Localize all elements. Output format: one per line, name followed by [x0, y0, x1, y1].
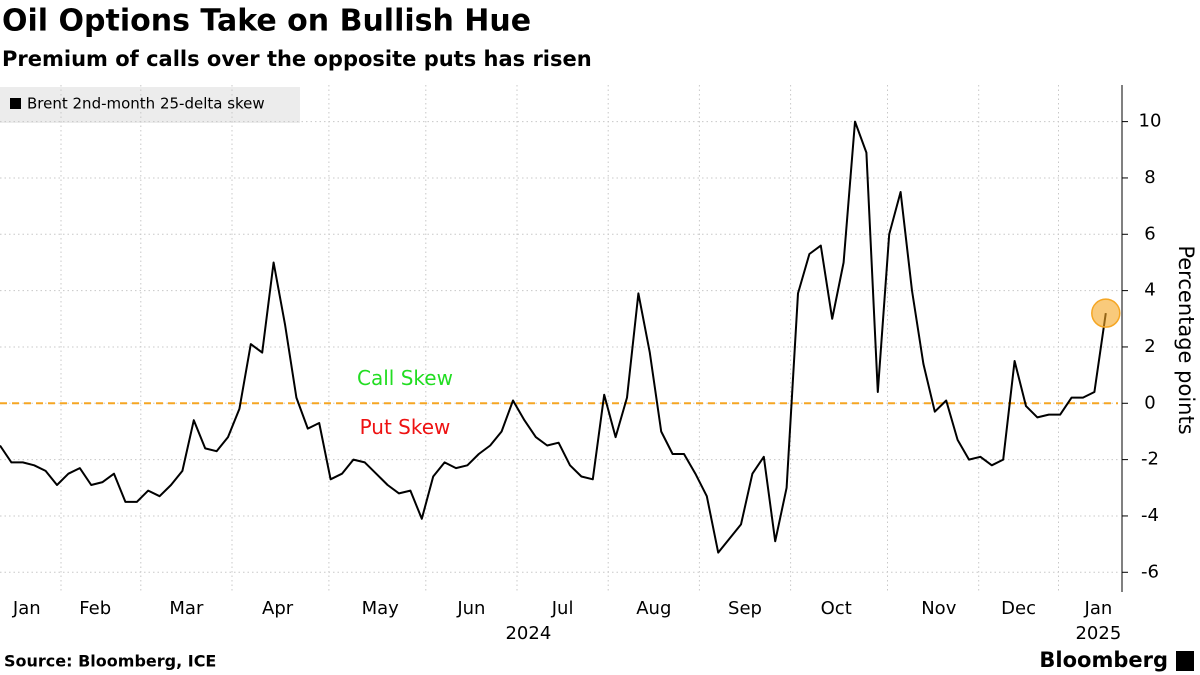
annotation: Call Skew	[357, 366, 453, 390]
annotation: Put Skew	[360, 415, 451, 439]
x-year-label: 2025	[1075, 623, 1121, 644]
y-tick-label: -2	[1141, 449, 1159, 470]
legend-swatch	[10, 98, 21, 109]
x-tick-label: May	[362, 598, 400, 619]
x-tick-label: Dec	[1001, 598, 1036, 619]
chart-title: Oil Options Take on Bullish Hue	[2, 4, 531, 39]
x-tick-label: Jun	[456, 598, 485, 619]
y-tick-label: -6	[1141, 561, 1159, 582]
x-year-label: 2024	[505, 623, 551, 644]
legend-box	[0, 87, 300, 123]
x-tick-label: Jan	[1084, 598, 1113, 619]
x-tick-label: Apr	[262, 598, 294, 619]
y-tick-label: 6	[1144, 223, 1155, 244]
chart-subtitle: Premium of calls over the opposite puts …	[2, 47, 592, 71]
brand-icon	[1176, 651, 1194, 671]
x-tick-label: Nov	[921, 598, 956, 619]
y-tick-label: 8	[1144, 167, 1155, 188]
y-axis-title: Percentage points	[1174, 245, 1198, 434]
x-tick-label: Mar	[169, 598, 204, 619]
legend-label: Brent 2nd-month 25-delta skew	[27, 95, 265, 113]
y-tick-label: 2	[1144, 336, 1155, 357]
x-tick-label: Feb	[79, 598, 111, 619]
y-tick-label: 4	[1144, 280, 1155, 301]
x-tick-label: Jan	[12, 598, 41, 619]
x-tick-label: Oct	[821, 598, 852, 619]
x-tick-label: Jul	[551, 598, 574, 619]
last-point-marker	[1091, 298, 1121, 328]
x-tick-label: Aug	[636, 598, 671, 619]
y-tick-label: 10	[1139, 111, 1162, 132]
brand: Bloomberg	[1039, 648, 1168, 672]
y-tick-label: 0	[1144, 392, 1155, 413]
y-tick-label: -4	[1141, 505, 1159, 526]
line-series	[0, 120, 1107, 554]
x-tick-label: Sep	[728, 598, 762, 619]
source: Source: Bloomberg, ICE	[4, 652, 216, 671]
